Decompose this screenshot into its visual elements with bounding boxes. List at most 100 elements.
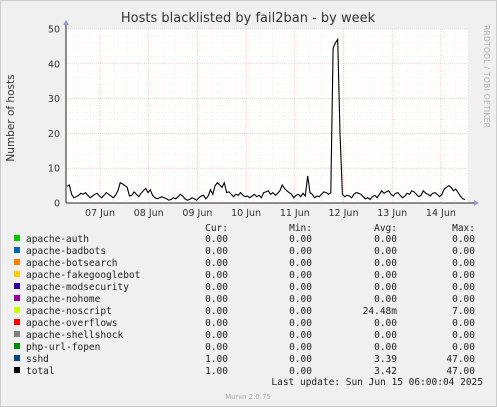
legend-value: 0.00 xyxy=(452,318,475,329)
legend: apache-auth 0.00 0.00 0.00 0.00apache-badbot… xyxy=(14,234,475,377)
legend-value: 0.00 xyxy=(374,234,397,245)
legend-swatch xyxy=(14,307,20,313)
legend-value: 0.00 xyxy=(374,246,397,257)
legend-series-name: php-url-fopen xyxy=(26,342,100,353)
legend-value: 1.00 xyxy=(205,354,228,365)
x-tick-label: 11 Jun xyxy=(280,208,310,219)
legend-value: 0.00 xyxy=(289,270,312,281)
rrdtool-watermark: RRDTOOL / TOBI OETIKER xyxy=(482,25,491,128)
y-tick-label: 20 xyxy=(48,129,60,140)
legend-header: Avg: xyxy=(374,223,397,234)
legend-series-name: apache-nohome xyxy=(26,294,101,305)
x-tick-label: 08 Jun xyxy=(134,208,164,219)
legend-value: 0.00 xyxy=(289,354,312,365)
y-tick-label: 0 xyxy=(54,199,60,210)
legend-value: 0.00 xyxy=(205,258,228,269)
legend-value: 47.00 xyxy=(446,354,475,365)
legend-value: 0.00 xyxy=(374,342,397,353)
legend-series-name: apache-badbots xyxy=(26,246,106,257)
grid-lines xyxy=(66,28,468,204)
legend-value: 0.00 xyxy=(374,330,397,341)
last-update: Last update: Sun Jun 15 06:00:04 2025 xyxy=(271,377,483,388)
x-tick-label: 09 Jun xyxy=(182,208,212,219)
legend-header: Cur: xyxy=(205,223,228,234)
legend-value: 0.00 xyxy=(452,270,475,281)
legend-value: 0.00 xyxy=(289,282,312,293)
legend-value: 24.48m xyxy=(363,306,398,317)
x-tick-label: 12 Jun xyxy=(329,208,359,219)
legend-value: 0.00 xyxy=(452,342,475,353)
series-line-total xyxy=(66,37,466,201)
legend-value: 0.00 xyxy=(205,330,228,341)
legend-value: 3.39 xyxy=(374,354,397,365)
legend-value: 0.00 xyxy=(452,282,475,293)
legend-series-name: apache-noscript xyxy=(26,306,112,317)
x-tick-label: 10 Jun xyxy=(231,208,261,219)
y-axis-arrow xyxy=(63,20,69,25)
legend-value: 0.00 xyxy=(205,234,228,245)
y-tick-label: 10 xyxy=(48,164,60,175)
legend-value: 0.00 xyxy=(452,258,475,269)
legend-series-name: apache-fakegooglebot xyxy=(26,270,140,281)
legend-value: 0.00 xyxy=(289,294,312,305)
series-group xyxy=(66,37,466,201)
legend-value: 0.00 xyxy=(205,270,228,281)
legend-value: 0.00 xyxy=(205,282,228,293)
legend-header: Min: xyxy=(289,223,312,234)
legend-value: 0.00 xyxy=(452,246,475,257)
chart-title: Hosts blacklisted by fail2ban - by week xyxy=(121,11,376,26)
plot-area xyxy=(66,29,468,203)
x-axis-arrow xyxy=(474,200,479,206)
legend-value: 0.00 xyxy=(289,306,312,317)
legend-swatch xyxy=(14,355,20,361)
legend-series-name: apache-overflows xyxy=(26,318,118,329)
legend-value: 0.00 xyxy=(374,270,397,281)
legend-value: 0.00 xyxy=(205,294,228,305)
axes xyxy=(63,20,479,206)
legend-value: 0.00 xyxy=(374,258,397,269)
y-tick-label: 30 xyxy=(48,94,60,105)
x-tick-label: 14 Jun xyxy=(426,208,456,219)
legend-value: 0.00 xyxy=(289,258,312,269)
legend-value: 0.00 xyxy=(289,318,312,329)
legend-value: 0.00 xyxy=(289,330,312,341)
y-tick-label: 40 xyxy=(48,59,60,70)
legend-value: 3.42 xyxy=(374,366,397,377)
legend-series-name: apache-auth xyxy=(26,234,89,245)
legend-header: Max: xyxy=(452,223,475,234)
legend-swatch xyxy=(14,271,20,277)
legend-series-name: total xyxy=(26,366,55,377)
legend-value: 0.00 xyxy=(289,366,312,377)
legend-value: 0.00 xyxy=(374,282,397,293)
legend-series-name: apache-modsecurity xyxy=(26,282,129,293)
legend-value: 0.00 xyxy=(205,246,228,257)
legend-value: 0.00 xyxy=(452,330,475,341)
legend-value: 0.00 xyxy=(289,234,312,245)
legend-series-name: apache-shellshock xyxy=(26,330,124,341)
y-tick-label: 50 xyxy=(48,25,60,36)
legend-value: 0.00 xyxy=(374,318,397,329)
x-tick-labels: 07 Jun 08 Jun 09 Jun 10 Jun 11 Jun 12 Jun 13 J… xyxy=(85,208,456,219)
legend-series-name: sshd xyxy=(26,354,49,365)
legend-swatch xyxy=(14,295,20,301)
x-tick-label: 13 Jun xyxy=(377,208,407,219)
y-tick-labels: 0 10 20 30 40 50 xyxy=(48,25,60,210)
legend-value: 0.00 xyxy=(289,246,312,257)
legend-headers: Cur: Min: Avg: Max: xyxy=(205,223,475,234)
legend-value: 0.00 xyxy=(289,342,312,353)
legend-swatch xyxy=(14,331,20,337)
munin-version: Munin 2.0.75 xyxy=(225,393,271,401)
legend-value: 0.00 xyxy=(452,294,475,305)
x-tick-label: 07 Jun xyxy=(85,208,115,219)
legend-swatch xyxy=(14,247,20,253)
y-axis-label: Number of hosts xyxy=(5,74,17,161)
legend-value: 0.00 xyxy=(205,318,228,329)
legend-swatch xyxy=(14,259,20,265)
legend-value: 1.00 xyxy=(205,366,228,377)
legend-series-name: apache-botsearch xyxy=(26,258,118,269)
legend-swatch xyxy=(14,235,20,241)
legend-value: 7.00 xyxy=(452,306,475,317)
legend-swatch xyxy=(14,319,20,325)
legend-value: 0.00 xyxy=(205,306,228,317)
